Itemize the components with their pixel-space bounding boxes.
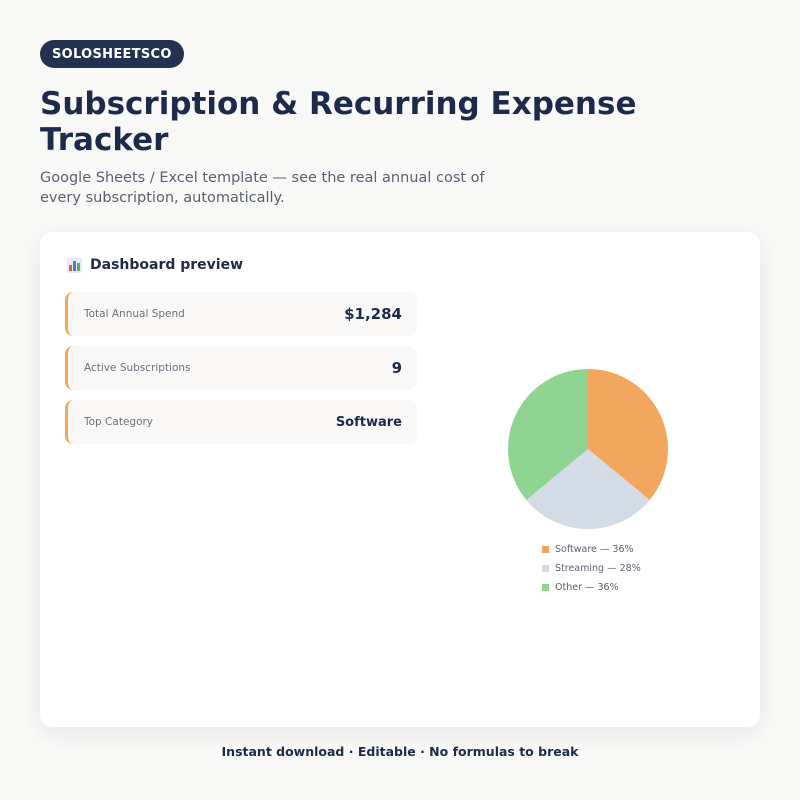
kpi-total-annual-spend: Total Annual Spend $1,284 (65, 292, 417, 336)
dashboard-heading-text: Dashboard preview (90, 257, 244, 273)
kpi-value: Software (335, 414, 402, 430)
legend-swatch (542, 584, 549, 591)
brand-name: SOLOSHEETSCO (52, 46, 172, 62)
page-title: Subscription & Recurring Expense Tracker (40, 86, 637, 158)
page-subtitle: Google Sheets / Excel template — see the… (40, 170, 485, 206)
bar-chart-icon (67, 257, 82, 273)
kpi-label: Active Subscriptions (84, 362, 191, 374)
pie-legend: Software — 36% Streaming — 28% Other — 36% (542, 540, 641, 597)
pie-slice-streaming (526, 449, 650, 529)
category-pie-chart (508, 369, 668, 529)
kpi-list: Total Annual Spend $1,284 Active Subscri… (65, 292, 417, 454)
kpi-active-subscriptions: Active Subscriptions 9 (65, 346, 417, 390)
footer-tagline: Instant download · Editable · No formula… (221, 744, 579, 759)
brand-badge: SOLOSHEETSCO (40, 40, 184, 68)
pie-slice-other (508, 369, 588, 500)
legend-item-software: Software — 36% (542, 540, 641, 559)
legend-swatch (542, 546, 549, 553)
kpi-label: Total Annual Spend (84, 308, 185, 320)
legend-item-streaming: Streaming — 28% (542, 559, 641, 578)
legend-label: Software — 36% (555, 544, 634, 555)
legend-swatch (542, 565, 549, 572)
kpi-top-category: Top Category Software (65, 400, 417, 444)
legend-label: Other — 36% (555, 582, 619, 593)
dashboard-heading: Dashboard preview (67, 257, 243, 273)
dashboard-card: Dashboard preview Total Annual Spend $1,… (40, 232, 760, 727)
legend-item-other: Other — 36% (542, 578, 641, 597)
kpi-value: $1,284 (344, 305, 402, 323)
legend-label: Streaming — 28% (555, 563, 641, 574)
kpi-label: Top Category (84, 416, 154, 428)
pie-slice-software (588, 369, 668, 500)
kpi-value: 9 (391, 359, 402, 377)
